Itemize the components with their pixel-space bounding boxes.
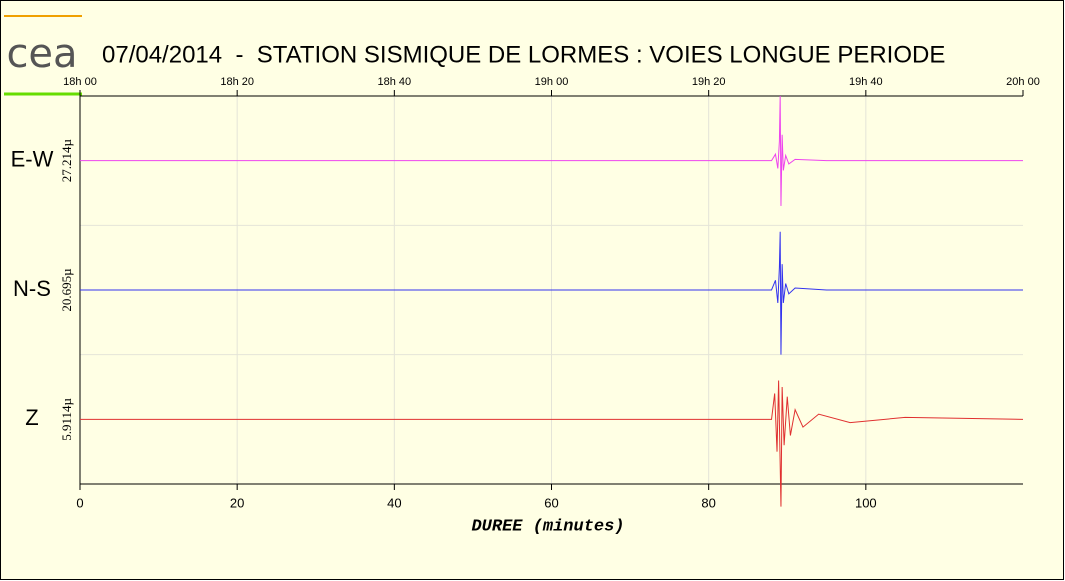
channel-scale: 20.695µ [59, 268, 74, 312]
x-axis-label: DUREE (minutes) [471, 517, 624, 536]
channel-name: E-W [11, 146, 54, 171]
chart-title: 07/04/2014 - STATION SISMIQUE DE LORMES … [102, 41, 945, 68]
top-tick-label: 18h 20 [220, 76, 254, 88]
top-tick-label: 19h 40 [849, 76, 883, 88]
x-tick-label: 80 [701, 495, 715, 510]
top-tick-label: 20h 00 [1006, 76, 1040, 88]
x-tick-label: 20 [230, 495, 244, 510]
x-tick-label: 60 [544, 495, 558, 510]
top-tick-label: 18h 00 [63, 76, 97, 88]
x-tick-label: 100 [855, 495, 877, 510]
channel-name: N-S [13, 276, 51, 301]
top-tick-label: 19h 20 [692, 76, 726, 88]
channel-scale: 5.9114µ [59, 397, 74, 440]
x-tick-label: 40 [387, 495, 401, 510]
top-tick-label: 18h 40 [378, 76, 412, 88]
trace [80, 380, 1024, 507]
logo: cea [6, 31, 77, 77]
x-tick-label: 0 [76, 495, 83, 510]
trace [80, 231, 1023, 355]
trace [80, 95, 1023, 206]
channel-scale: 27.214µ [59, 139, 74, 183]
top-tick-label: 19h 00 [535, 76, 569, 88]
channel-name: Z [25, 405, 38, 430]
